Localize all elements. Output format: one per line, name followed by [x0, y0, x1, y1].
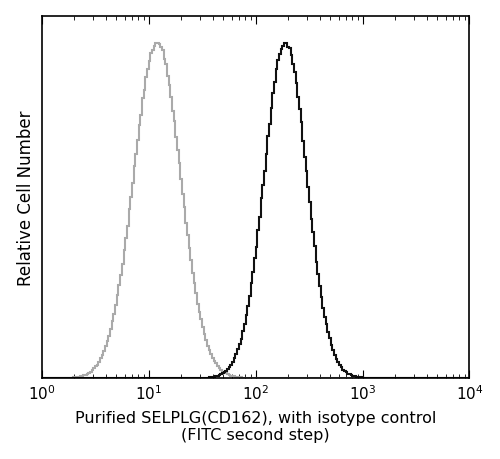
X-axis label: Purified SELPLG(CD162), with isotype control
(FITC second step): Purified SELPLG(CD162), with isotype con…: [75, 410, 436, 442]
Y-axis label: Relative Cell Number: Relative Cell Number: [16, 110, 34, 285]
